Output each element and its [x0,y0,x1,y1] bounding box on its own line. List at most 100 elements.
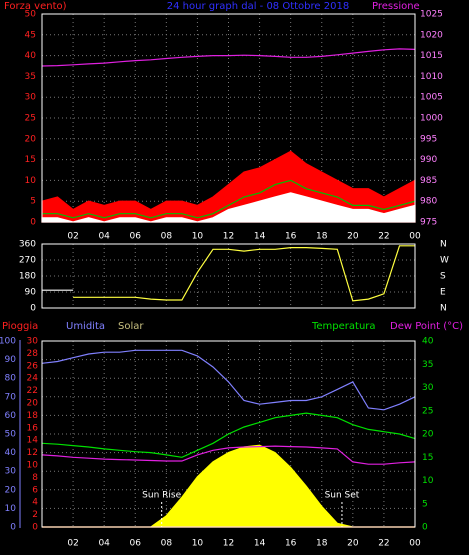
y3-tick-label: 12 [27,448,38,458]
y3-tick-label: 10 [27,461,39,471]
x-tick-label: 10 [192,232,204,242]
annotation: Sun Rise [142,491,181,501]
y-tick-label: 70 [5,392,17,402]
x-tick-label: 04 [98,539,110,549]
x-tick-label: 10 [192,539,204,549]
y-tick-label: 40 [25,51,37,61]
wind-label: Forza vento) [4,1,67,12]
x-tick-label: 00 [409,539,421,549]
y2-tick-label: 0 [422,523,428,533]
y3-tick-label: 24 [27,374,39,384]
x-tick-label: 20 [347,232,359,242]
y-tick-label: 50 [25,10,37,20]
y2-tick-label: 1025 [420,10,443,20]
x-tick-label: 16 [285,539,297,549]
y2-tick-label: 35 [422,360,433,370]
y2-tick-label: 985 [420,176,437,186]
y2-tick-label: 40 [422,337,434,347]
x-tick-label: 02 [67,539,78,549]
y-tick-label: 360 [19,240,36,250]
x-tick-label: 18 [316,232,328,242]
series-area [41,192,416,223]
y3-tick-label: 16 [27,423,39,433]
x-tick-label: 14 [254,539,266,549]
y-tick-label: 15 [25,155,36,165]
y2-tick-label: 15 [422,453,433,463]
y3-tick-label: 30 [27,337,39,347]
y-tick-label: 0 [30,218,36,228]
y2-tick-label: 10 [422,476,434,486]
series-line [42,179,416,219]
y3-tick-label: 8 [32,473,38,483]
y-tick-label: 35 [25,72,36,82]
y3-tick-label: 6 [32,485,38,495]
y2-tick-label: 25 [422,406,433,416]
rain-label: Pioggia [2,321,38,332]
x-tick-label: 08 [161,232,173,242]
y2-tick-label: 1005 [420,93,443,103]
y-tick-label: 100 [0,337,16,347]
y-tick-label: 80 [5,374,17,384]
y2-tick-label: S [440,272,446,282]
chart-title: 24 hour graph dal - 08 Ottobre 2018 [167,1,349,12]
humidity-label: Umidita [66,321,105,332]
y-tick-label: 180 [19,272,36,282]
y2-tick-label: 995 [420,134,437,144]
annotation: Sun Set [325,491,360,501]
y-tick-label: 0 [10,523,16,533]
series-line [41,445,416,465]
x-tick-label: 06 [130,232,142,242]
y-tick-label: 270 [19,256,36,266]
y2-tick-label: W [440,256,449,266]
x-tick-label: 14 [254,232,266,242]
y3-tick-label: 28 [27,349,39,359]
y3-tick-label: 18 [27,411,39,421]
plot-frame [41,243,416,309]
y-tick-label: 20 [5,485,17,495]
y3-tick-label: 0 [32,523,38,533]
y3-tick-label: 14 [27,436,39,446]
y2-tick-label: N [440,240,447,250]
series-line [41,412,416,458]
x-tick-label: 20 [347,539,359,549]
y-tick-label: 20 [25,134,37,144]
x-tick-label: 00 [409,232,421,242]
y-tick-label: 60 [5,411,17,421]
y-tick-label: 50 [5,430,17,440]
x-tick-label: 02 [67,232,78,242]
y-tick-label: 40 [5,448,17,458]
y3-tick-label: 2 [32,510,38,520]
y2-tick-label: 975 [420,218,437,228]
y2-tick-label: 20 [422,430,434,440]
y2-tick-label: 980 [420,197,437,207]
plot-frame [41,340,416,528]
x-tick-label: 18 [316,539,328,549]
y2-tick-label: 1015 [420,51,443,61]
plot-frame [41,13,416,223]
y2-tick-label: 1000 [420,114,443,124]
pressure-label: Pressione [372,1,420,12]
y2-tick-label: 990 [420,155,437,165]
x-tick-label: 22 [378,232,389,242]
y3-tick-label: 22 [27,386,38,396]
y-tick-label: 0 [30,304,36,314]
y3-tick-label: 26 [27,361,39,371]
dew-point-label: Dew Point (°C) [390,321,463,332]
temperature-label: Temperatura [311,321,376,332]
y2-tick-label: 30 [422,383,434,393]
series-line [41,48,416,67]
y3-tick-label: 4 [32,498,38,508]
x-tick-label: 12 [223,539,234,549]
solar-label: Solar [118,321,144,332]
x-tick-label: 04 [98,232,110,242]
x-tick-label: 06 [130,539,142,549]
x-tick-label: 22 [378,539,389,549]
y-tick-label: 10 [25,176,37,186]
y-tick-label: 5 [30,197,36,207]
y-tick-label: 90 [5,355,17,365]
x-tick-label: 16 [285,232,297,242]
y-tick-label: 90 [25,288,37,298]
y2-tick-label: 5 [422,499,428,509]
series-line [41,349,416,411]
